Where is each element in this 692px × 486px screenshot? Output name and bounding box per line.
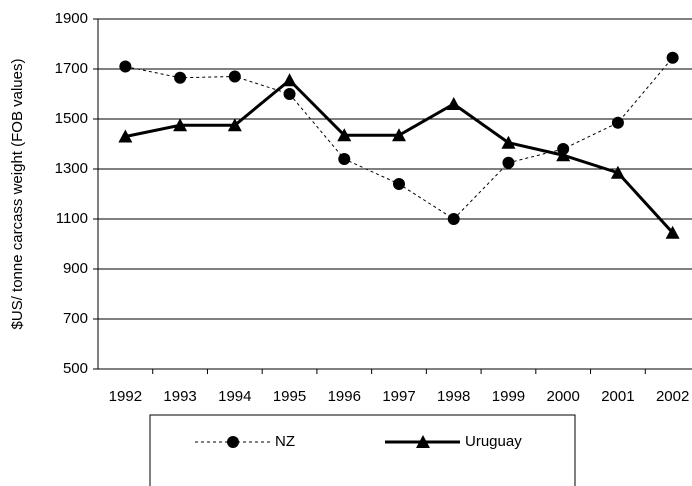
y-tick-label: 900 [63, 260, 88, 277]
y-tick-label: 1300 [55, 160, 88, 177]
legend-label: Uruguay [465, 433, 522, 450]
data-point [228, 70, 241, 83]
y-tick-label: 1900 [55, 10, 88, 27]
data-point [119, 60, 132, 73]
x-tick-label: 1996 [328, 388, 361, 405]
y-tick-label: 700 [63, 310, 88, 327]
x-tick-label: 1995 [273, 388, 306, 405]
data-point [173, 118, 188, 132]
data-point [338, 153, 351, 165]
data-point [174, 71, 187, 84]
x-tick-label: 1997 [382, 388, 415, 405]
x-tick-label: 1993 [163, 388, 196, 405]
y-tick-label: 1700 [55, 60, 88, 77]
data-point [611, 116, 624, 129]
data-point [118, 129, 133, 143]
data-point [392, 128, 406, 142]
x-tick-label: 1998 [437, 388, 470, 405]
y-axis-label: $US/ tonne carcass weight (FOB values) [9, 59, 26, 330]
data-point [665, 225, 680, 239]
data-point [501, 135, 516, 149]
data-point [227, 118, 242, 132]
x-tick-label: 2002 [656, 388, 689, 405]
legend-marker [227, 436, 239, 448]
x-tick-label: 2001 [601, 388, 634, 405]
data-point [282, 73, 297, 87]
x-tick-label: 2000 [546, 388, 579, 405]
y-tick-label: 1500 [55, 110, 88, 127]
x-tick-label: 1999 [492, 388, 525, 405]
y-tick-label: 500 [63, 360, 88, 377]
data-point [556, 148, 571, 162]
data-point [446, 97, 461, 110]
x-tick-label: 1994 [218, 388, 251, 405]
legend-box [149, 414, 576, 486]
data-point [502, 156, 515, 169]
data-point [393, 178, 405, 190]
x-tick-label: 1992 [109, 388, 142, 405]
series-line [125, 78, 674, 234]
legend-marker [416, 435, 430, 448]
y-tick-label: 1100 [56, 210, 88, 227]
data-point [666, 51, 679, 64]
data-point [337, 128, 352, 142]
data-point [283, 88, 296, 100]
legend-label: NZ [275, 433, 295, 450]
data-point [447, 213, 460, 225]
data-point [610, 165, 625, 179]
